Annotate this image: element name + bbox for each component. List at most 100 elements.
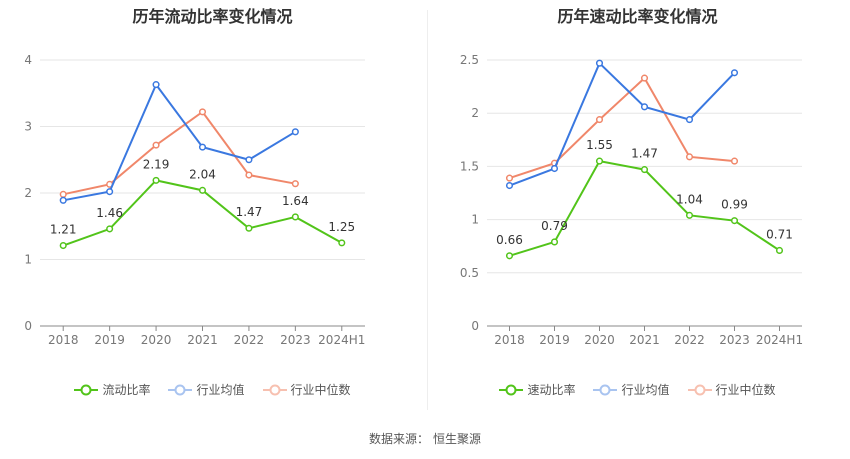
quick-ratio-chart-panel: 历年速动比率变化情况 0 0.5 1 1.5 2 2.5 2018 2019 2020 2021 2…: [425, 0, 850, 415]
chart-legend: 速动比率 行业均值 行业中位数: [425, 381, 850, 398]
legend-item-industry-mean[interactable]: 行业均值: [168, 381, 245, 398]
data-label: 1.04: [676, 192, 703, 206]
series-line: [509, 61, 736, 187]
data-point: [550, 164, 559, 173]
y-tick-label: 0: [24, 319, 32, 333]
x-tick-label: 2023: [719, 333, 750, 347]
panel-divider: [427, 10, 428, 410]
data-point: [505, 182, 514, 190]
data-point: [59, 241, 67, 250]
data-point: [685, 116, 694, 124]
y-tick-label: 4: [24, 53, 32, 67]
data-point: [730, 217, 739, 225]
x-tick-label: 2022: [674, 333, 705, 347]
data-point: [291, 180, 299, 188]
data-label: 1.25: [328, 220, 355, 234]
data-point: [640, 74, 649, 82]
data-point: [152, 81, 160, 89]
current-ratio-chart: 0 1 2 3 4 2018 2019 2020 2021 2022 2023 2024H1 1.21 1…: [24, 53, 365, 347]
y-tick-label: 0.5: [460, 266, 479, 280]
y-tick-label: 2: [24, 186, 32, 200]
legend-label: 速动比率: [527, 383, 576, 397]
data-point: [198, 143, 207, 151]
legend-item-industry-median[interactable]: 行业中位数: [687, 381, 776, 398]
x-tick-label: 2020: [141, 333, 172, 347]
source-label: 数据来源：: [368, 432, 429, 446]
data-point: [106, 225, 114, 233]
data-label: 1.47: [236, 205, 263, 219]
data-point: [245, 171, 253, 179]
data-source: 数据来源： 恒生聚源: [0, 430, 850, 447]
series-line: [63, 110, 296, 196]
data-label: 1.21: [50, 223, 77, 237]
legend-item-current-ratio[interactable]: 流动比率: [74, 381, 150, 398]
data-point: [595, 59, 604, 67]
legend-marker-icon: [168, 384, 193, 395]
data-point: [775, 246, 784, 255]
legend-label: 行业中位数: [290, 383, 351, 397]
data-point: [550, 238, 559, 246]
data-label: 1.64: [282, 194, 309, 208]
legend-item-industry-mean[interactable]: 行业均值: [593, 381, 670, 398]
data-label: 0.71: [766, 227, 793, 241]
y-tick-label: 1.5: [460, 159, 479, 173]
data-label: 0.79: [541, 219, 568, 233]
data-point: [730, 69, 739, 77]
x-tick-label: 2019: [94, 333, 125, 347]
quick-ratio-chart: 0 0.5 1 1.5 2 2.5 2018 2019 2020 2021 2022 2023 2024…: [460, 53, 803, 347]
x-tick-label: 2024H1: [318, 333, 365, 347]
x-tick-label: 2020: [584, 333, 615, 347]
data-point: [595, 116, 604, 124]
x-tick-label: 2019: [539, 333, 570, 347]
data-point: [245, 224, 253, 232]
legend-marker-icon: [262, 384, 287, 395]
data-label: 2.04: [189, 167, 216, 181]
legend-label: 流动比率: [102, 383, 151, 397]
y-tick-label: 3: [24, 120, 32, 134]
data-point: [291, 213, 299, 221]
data-point: [291, 128, 299, 136]
legend-label: 行业中位数: [715, 383, 776, 397]
data-label: 0.66: [496, 233, 523, 247]
legend-item-quick-ratio[interactable]: 速动比率: [499, 381, 575, 398]
chart-legend: 流动比率 行业均值 行业中位数: [0, 381, 425, 398]
data-point: [730, 157, 739, 165]
y-tick-label: 0: [471, 319, 479, 333]
legend-marker-icon: [687, 384, 712, 395]
current-ratio-chart-panel: 历年流动比率变化情况 0 1 2 3 4 2018 2019 2020 2021 2022 2023…: [0, 0, 425, 415]
data-point: [685, 211, 694, 219]
data-label: 1.55: [586, 138, 613, 152]
y-tick-label: 2: [471, 106, 479, 120]
x-tick-label: 2021: [187, 333, 218, 347]
data-point: [152, 176, 160, 184]
series-line: [509, 76, 735, 180]
data-point: [152, 141, 160, 149]
y-tick-label: 2.5: [460, 53, 479, 67]
y-tick-label: 1: [24, 253, 32, 267]
x-tick-label: 2022: [234, 333, 265, 347]
data-point: [640, 166, 649, 174]
source-name: 恒生聚源: [433, 432, 482, 446]
data-point: [338, 239, 346, 247]
legend-item-industry-median[interactable]: 行业中位数: [262, 381, 351, 398]
chart-title: 历年流动比率变化情况: [132, 7, 293, 26]
chart-title: 历年速动比率变化情况: [557, 7, 718, 26]
legend-marker-icon: [74, 384, 99, 395]
legend-marker-icon: [593, 384, 618, 395]
x-tick-label: 2021: [629, 333, 660, 347]
data-point: [59, 196, 67, 204]
data-point: [640, 103, 649, 111]
data-point: [198, 186, 207, 194]
x-tick-label: 2023: [280, 333, 311, 347]
data-point: [685, 153, 694, 161]
data-point: [59, 190, 67, 198]
data-point: [198, 108, 207, 116]
series-line: [63, 82, 296, 202]
legend-label: 行业均值: [621, 383, 670, 397]
data-label: 1.47: [631, 147, 658, 161]
data-point: [595, 157, 604, 165]
x-tick-label: 2024H1: [756, 333, 803, 347]
legend-marker-icon: [499, 384, 524, 395]
legend-label: 行业均值: [196, 383, 245, 397]
data-point: [245, 156, 253, 164]
